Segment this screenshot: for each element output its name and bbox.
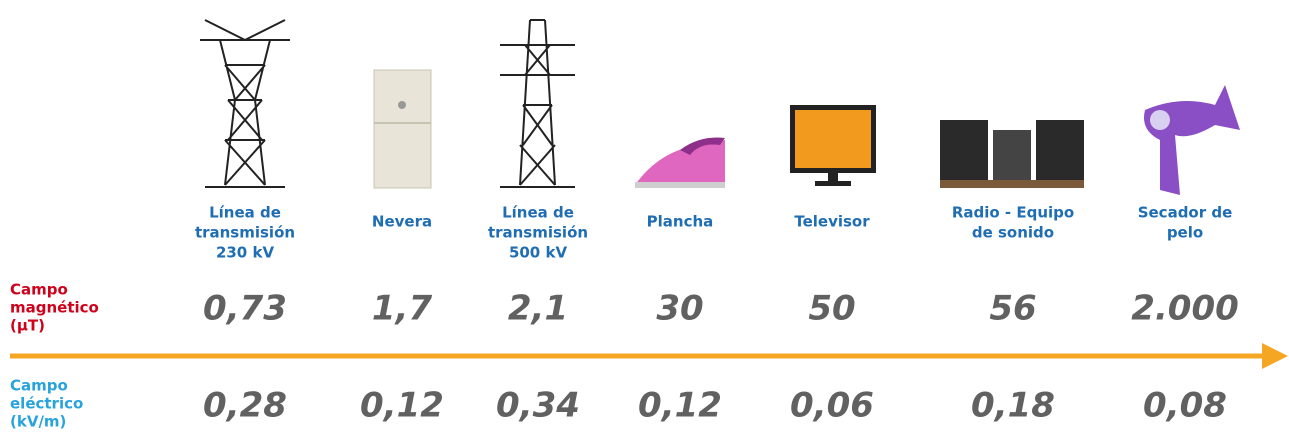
electric-value: 0,12 [638,386,722,426]
item-label: 500 kV [509,244,568,262]
item-label: pelo [1167,224,1203,242]
magnetic-value: 30 [656,289,703,329]
tower-icon [200,20,290,187]
item-label: Línea de [502,204,574,222]
infographic: Campomagnético(µT)Campoeléctrico(kV/m)Lí… [0,0,1289,436]
magnetic-value: 0,73 [203,289,287,329]
row-label: magnético [10,299,99,317]
item-label: Televisor [794,213,870,231]
electric-value: 0,18 [971,386,1055,426]
electric-value: 0,08 [1143,386,1227,426]
item-label: Línea de [209,204,281,222]
dryer-icon [1144,85,1240,195]
tower-icon [500,20,575,187]
electric-value: 0,12 [360,386,444,426]
item-label: transmisión [195,224,295,242]
electric-value: 0,06 [790,386,874,426]
magnetic-value: 1,7 [372,289,433,329]
electric-value: 0,28 [203,386,287,426]
tv-icon [790,105,876,186]
magnetic-value: 56 [989,289,1036,329]
item-label: transmisión [488,224,588,242]
item-label: Secador de [1138,204,1233,222]
magnetic-value: 2,1 [508,289,568,329]
row-label: eléctrico [10,395,83,413]
arrow-head [1262,343,1288,369]
item-label: Plancha [647,213,714,231]
magnetic-value: 2.000 [1131,289,1239,329]
item-label: Nevera [372,213,432,231]
magnetic-value: 50 [808,289,855,329]
row-label: Campo [10,281,68,299]
item-label: de sonido [972,224,1054,242]
radio-icon [940,120,1084,188]
row-label: Campo [10,377,68,395]
item-label: 230 kV [216,244,275,262]
electric-value: 0,34 [496,386,580,426]
item-label: Radio - Equipo [952,204,1074,222]
fridge-icon [374,70,431,188]
iron-icon [635,138,725,189]
row-label: (kV/m) [10,413,66,431]
row-label: (µT) [10,317,45,335]
